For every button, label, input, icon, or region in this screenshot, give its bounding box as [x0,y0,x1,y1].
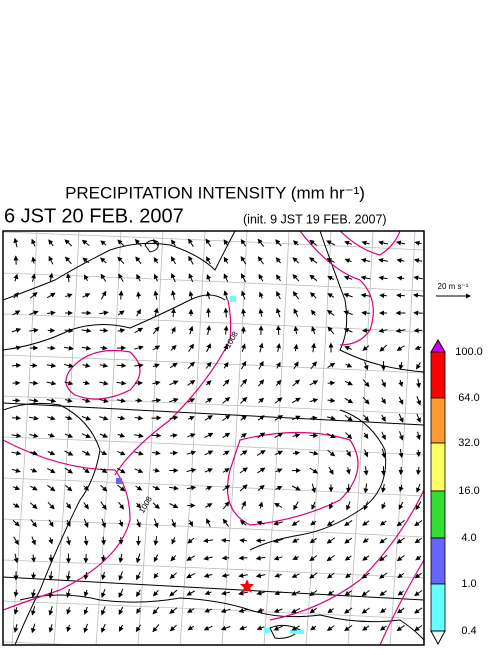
map-bg [3,231,424,645]
colorbar-label: 16.0 [458,485,479,497]
colorbar-label: 0.4 [461,625,476,637]
colorbar-label: 32.0 [458,437,479,449]
precip-cell [230,296,236,302]
wind-arrow [348,484,349,492]
wind-arrow [138,292,139,298]
colorbar-label: 1.0 [461,578,476,590]
colorbar-over [431,340,445,352]
map: 1008 1008 [0,231,457,650]
colorbar-segment [431,352,445,398]
wind-arrow [240,540,246,541]
colorbar-under [431,631,445,644]
precip-cell [264,628,270,633]
init-time: (init. 9 JST 19 FEB. 2007) [243,212,387,226]
wind-arrow [414,313,423,314]
colorbar-segment [431,398,445,443]
colorbar-segment [431,538,445,584]
wind-arrow [278,326,279,335]
colorbar: 100.0 64.0 32.0 16.0 4.0 1.0 0.4 [431,340,483,644]
colorbar-label: 4.0 [461,532,476,544]
wind-arrow [397,295,405,296]
colorbar-label: 64.0 [458,392,479,404]
precip-cell [290,630,304,634]
wind-arrow [47,348,54,349]
wind-arrow [12,418,20,419]
wind-arrow [240,558,248,559]
wind-arrow [117,365,126,366]
wind-arrow [170,453,177,454]
wind-scale-label: 20 m s⁻¹ [438,282,469,291]
colorbar-segment [431,584,445,631]
colorbar-label: 100.0 [455,346,483,358]
colorbar-segment [431,491,445,538]
wind-arrow [380,295,387,296]
precip-cell [116,478,122,484]
wind-arrow [418,450,419,456]
wind-arrow [103,555,104,561]
wind-arrow [328,383,335,384]
wind-arrow [223,558,230,559]
wind-arrow [121,291,122,299]
valid-time: 6 JST 20 FEB. 2007 [4,205,184,227]
colorbar-segment [431,443,445,491]
title: PRECIPITATION INTENSITY (mm hr⁻¹) [65,183,365,202]
